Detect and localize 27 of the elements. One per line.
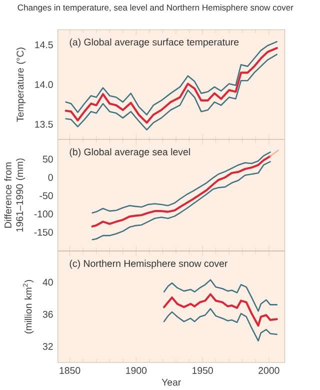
- line-series: [164, 279, 278, 312]
- y-tick-label: 0: [48, 174, 54, 181]
- y-axis-title: (million km$^{2}$): [23, 280, 34, 334]
- line-series: [163, 293, 278, 327]
- y-tick-label: 14.5: [35, 41, 53, 48]
- y-tick-label: 40: [42, 278, 54, 286]
- text: (a) Global average surface temperature: [70, 38, 239, 48]
- y-axis-title: Difference from 1961–1990 (mm): [4, 158, 26, 232]
- x-tick-label: 2000: [258, 367, 280, 374]
- x-tick-label: 1900: [126, 367, 147, 374]
- y-tick-label: 36: [42, 310, 53, 318]
- x-axis-title: Year: [162, 378, 182, 386]
- y-tick-label: -50: [40, 192, 54, 200]
- x-tick-label: 1950: [192, 367, 214, 374]
- y-tick-label: 50: [43, 156, 54, 163]
- y-tick-label: 14.0: [35, 81, 54, 88]
- line-series: [64, 47, 278, 124]
- chart-title: Changes in temperature, sea level and Northern Hemisphere snow cover: [18, 4, 294, 12]
- line-series: [164, 308, 278, 342]
- text: (c) Northern Hemisphere snow cover: [70, 260, 228, 269]
- y-tick-label: 13.5: [35, 120, 53, 128]
- y-tick-label: -100: [34, 210, 54, 218]
- y-tick-label: 32: [42, 342, 53, 350]
- y-axis-title: Temperature (°C): [16, 48, 26, 122]
- text: (b) Global average sea level: [70, 148, 190, 158]
- y-tick-label: -150: [34, 228, 54, 236]
- x-tick-label: 1850: [60, 367, 80, 374]
